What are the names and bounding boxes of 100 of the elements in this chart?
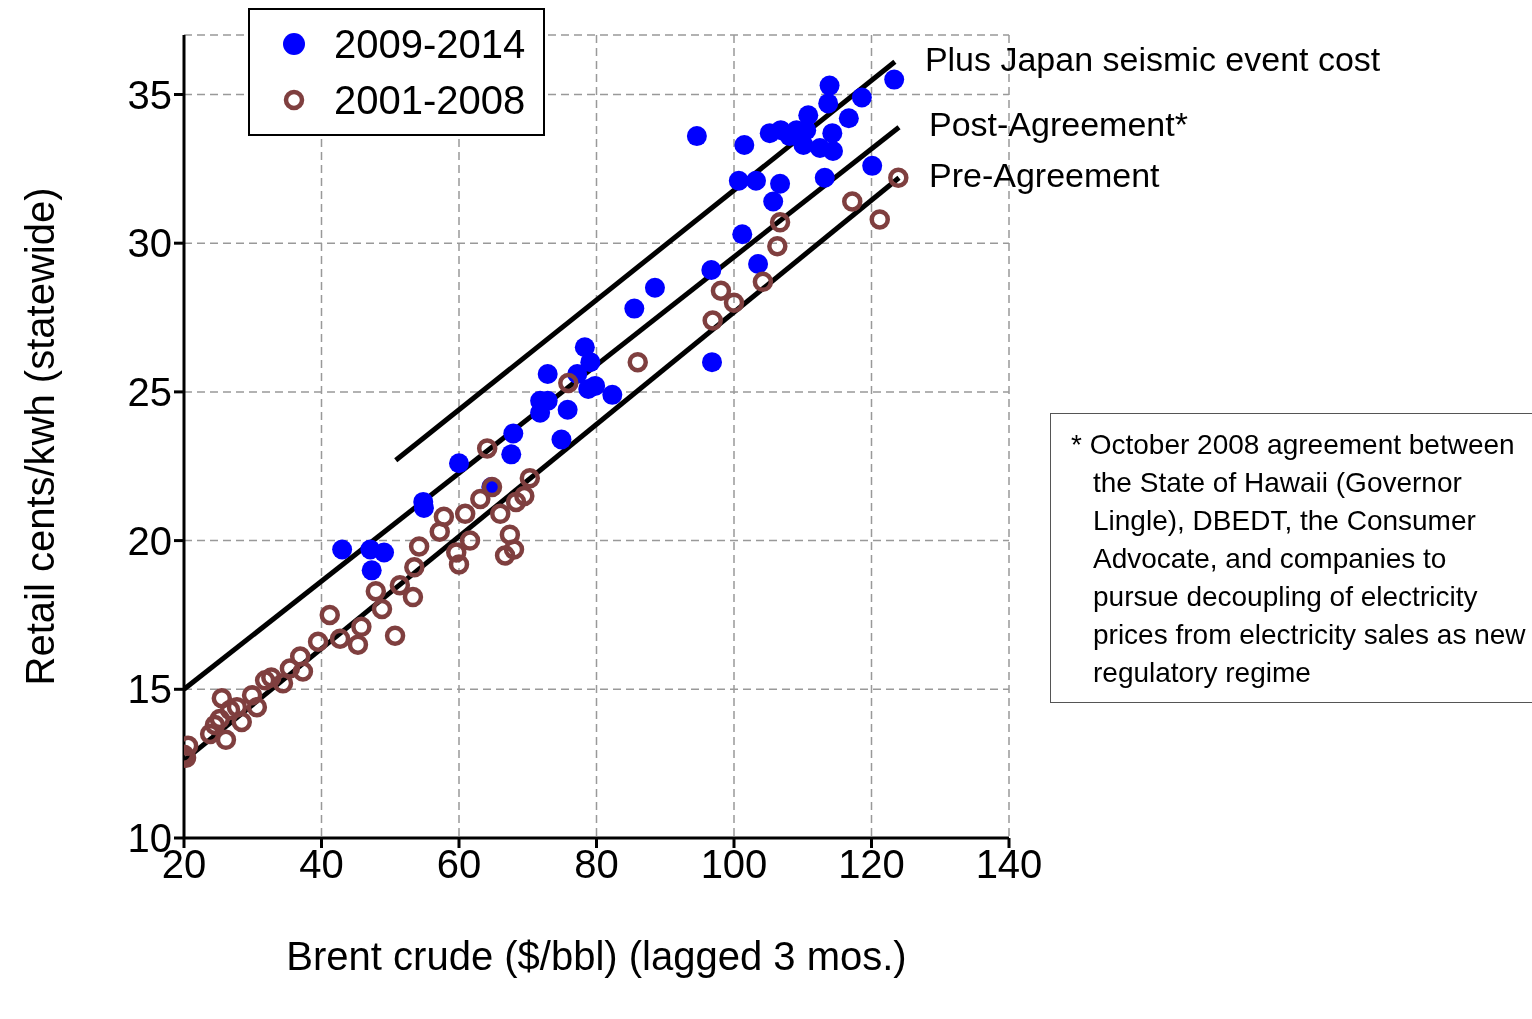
point: [734, 135, 755, 156]
series-label: Plus Japan seismic event cost: [924, 39, 1381, 78]
y-tick-label: 35: [127, 72, 172, 117]
point: [519, 467, 541, 489]
point: [862, 155, 883, 176]
point: [476, 438, 498, 459]
point: [319, 604, 340, 626]
point: [851, 87, 872, 108]
point: [710, 280, 732, 302]
point: [822, 123, 843, 144]
point: [752, 271, 774, 293]
point: [408, 536, 430, 557]
point: [289, 646, 311, 667]
x-tick-label: 40: [299, 842, 344, 887]
series-label: Pre-Agreement: [929, 155, 1161, 194]
y-axis-title: Retail cents/kwh (statewide): [18, 187, 63, 686]
point: [204, 714, 226, 736]
point: [384, 625, 406, 647]
point: [241, 684, 263, 706]
point: [374, 542, 395, 563]
point: [514, 485, 535, 507]
point: [254, 670, 276, 691]
x-tick-label: 140: [975, 842, 1043, 887]
point: [307, 631, 329, 652]
y-tick-label: 25: [127, 370, 172, 415]
point: [823, 140, 843, 161]
x-tick-label: 80: [574, 842, 619, 887]
point: [329, 628, 351, 649]
point: [361, 560, 382, 581]
point: [215, 729, 237, 751]
point: [558, 372, 579, 394]
point: [292, 661, 314, 682]
point: [701, 259, 722, 280]
point: [769, 212, 791, 233]
point: [211, 687, 233, 709]
point: [449, 453, 469, 474]
point: [402, 586, 424, 608]
point: [838, 108, 859, 129]
point: [798, 105, 819, 126]
point: [819, 75, 840, 96]
point: [537, 364, 558, 385]
y-tick-label: 30: [127, 221, 172, 266]
point: [332, 539, 353, 560]
y-tick-label: 15: [127, 667, 172, 712]
point: [884, 69, 905, 90]
point: [842, 191, 863, 212]
point: [454, 503, 476, 525]
point: [551, 429, 572, 450]
point: [365, 580, 387, 602]
x-tick-label: 120: [838, 842, 905, 887]
point: [246, 696, 268, 718]
y-tick-label: 20: [127, 518, 172, 563]
point: [602, 384, 623, 405]
point: [499, 524, 521, 545]
point: [505, 491, 527, 513]
point: [763, 191, 784, 212]
point: [490, 503, 511, 525]
point: [503, 539, 525, 560]
point: [702, 352, 722, 373]
point: [433, 506, 455, 528]
point: [371, 598, 393, 620]
point: [261, 667, 282, 688]
point: [446, 542, 467, 563]
legend-label: 2009-2014: [334, 21, 526, 68]
point: [624, 298, 645, 319]
point: [448, 554, 470, 575]
point: [226, 696, 248, 718]
point: [814, 167, 835, 188]
point: [272, 673, 294, 694]
point: [503, 423, 524, 444]
series-label: Post-Agreement*: [929, 105, 1188, 144]
legend-label: 2001-2008: [334, 77, 526, 124]
point: [627, 351, 648, 373]
point: [470, 488, 491, 510]
point: [231, 711, 252, 733]
point: [429, 521, 450, 542]
point: [347, 634, 369, 655]
point: [748, 254, 769, 274]
point: [793, 135, 814, 156]
point: [723, 292, 745, 313]
point: [389, 574, 411, 596]
point: [501, 444, 522, 465]
point: [869, 209, 890, 230]
point: [702, 310, 723, 331]
point: [209, 708, 230, 730]
x-tick-label: 60: [436, 842, 482, 887]
x-axis-title: Brent crude ($/bbl) (lagged 3 mos.): [286, 934, 907, 978]
text: * October 2008 agreement between the State of Hawaii (Governor Lingle), DBEDT, the Consumer Advocate, and companies to pursue decoupling of electricity prices from electricity sales as new regulatory regime: [1050, 413, 1532, 703]
point: [770, 173, 791, 194]
point: [818, 93, 839, 114]
point: [686, 126, 707, 147]
point: [404, 557, 425, 578]
point: [199, 723, 221, 745]
point: [578, 378, 599, 399]
point: [351, 616, 372, 638]
point: [644, 277, 665, 298]
point: [459, 530, 481, 551]
point: [732, 224, 753, 245]
point: [580, 352, 601, 373]
point: [494, 545, 516, 566]
